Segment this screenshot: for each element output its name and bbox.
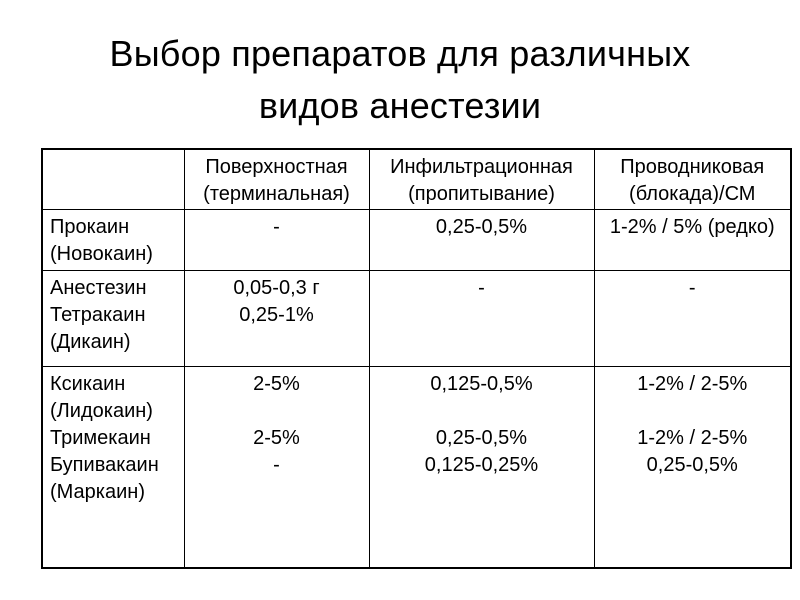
cell-line: Анестезин xyxy=(50,276,147,299)
cell-line: Бупивакаин xyxy=(50,453,159,476)
cell-line: 0,125-0,5% xyxy=(430,372,533,395)
drug-name-cell: Ксикаин (Лидокаин) Тримекаин Бупивакаин (Мар… xyxy=(41,365,185,569)
conduction-anesthesia-cell: - xyxy=(593,269,792,367)
header-cell: Поверхностная (терминальная) xyxy=(183,148,370,210)
conduction-anesthesia-cell: 1-2% / 5% (редко) xyxy=(593,208,792,271)
cell-line: - xyxy=(273,453,280,476)
cell-line: 1-2% / 2-5% xyxy=(637,372,748,395)
cell-line: (пропитывание) xyxy=(408,183,555,205)
cell-line: (Маркаин) xyxy=(50,480,145,503)
cell-line: 1-2% / 5% (редко) xyxy=(609,215,775,238)
cell-line: - xyxy=(688,276,696,299)
cell-line: (Дикаин) xyxy=(50,330,131,353)
infiltration-anesthesia-cell: - xyxy=(368,269,595,367)
cell-line xyxy=(49,154,178,181)
cell-line: Проводниковая xyxy=(620,156,765,178)
cell-line: (блокада)/СМ xyxy=(629,183,756,205)
table-header-row: Поверхностная (терминальная) Инфильтрацион… xyxy=(41,148,792,210)
cell-line: (Лидокаин) xyxy=(50,399,153,422)
cell-line: 2-5% xyxy=(253,426,300,449)
surface-anesthesia-cell: 2-5% 2-5% - xyxy=(183,365,370,569)
cell-line: - xyxy=(478,276,485,299)
infiltration-anesthesia-cell: 0,125-0,5% 0,25-0,5% 0,125-0,25% xyxy=(368,365,595,569)
cell-line: Тетракаин xyxy=(50,303,146,326)
cell-line: 0,05-0,3 г xyxy=(233,276,320,299)
cell-line: 0,25-0,5% xyxy=(646,453,738,476)
cell-line: Ксикаин xyxy=(50,372,126,395)
cell-line xyxy=(191,398,363,425)
title-line: видов анестезии xyxy=(258,85,542,126)
cell-line: 1-2% / 2-5% xyxy=(637,426,748,449)
cell-line xyxy=(601,398,785,425)
cell-line xyxy=(376,398,588,425)
cell-line: (Новокаин) xyxy=(50,242,153,265)
cell-line: Тримекаин xyxy=(50,426,151,449)
cell-line: - xyxy=(273,215,280,238)
table-head: Поверхностная (терминальная) Инфильтрацион… xyxy=(41,148,792,210)
cell-line: 0,25-1% xyxy=(239,303,314,326)
header-cell xyxy=(41,148,185,210)
title-line: Выбор препаратов для различных xyxy=(109,33,691,74)
surface-anesthesia-cell: 0,05-0,3 г 0,25-1% xyxy=(183,269,370,367)
drug-name-cell: Анестезин Тетракаин (Дикаин) xyxy=(41,269,185,367)
table-row: Анестезин Тетракаин (Дикаин) 0,05-0,3 г 0,25… xyxy=(41,269,792,367)
surface-anesthesia-cell: - xyxy=(183,208,370,271)
slide-title: Выбор препаратов для различных видов анес… xyxy=(0,28,800,132)
table-row: Прокаин (Новокаин) - 0,25-0,5% 1-2% / 5% (ре… xyxy=(41,208,792,271)
table-body: Прокаин (Новокаин) - 0,25-0,5% 1-2% / 5% (ре… xyxy=(41,208,792,569)
table-row: Ксикаин (Лидокаин) Тримекаин Бупивакаин (Мар… xyxy=(41,365,792,569)
anesthesia-drug-table: Поверхностная (терминальная) Инфильтрацион… xyxy=(41,148,792,569)
cell-line: Инфильтрационная xyxy=(390,156,573,178)
cell-line: Поверхностная xyxy=(205,156,348,178)
header-cell: Проводниковая (блокада)/СМ xyxy=(593,148,792,210)
drug-name-cell: Прокаин (Новокаин) xyxy=(41,208,185,271)
cell-line: 0,125-0,25% xyxy=(424,453,539,476)
header-cell: Инфильтрационная (пропитывание) xyxy=(368,148,595,210)
conduction-anesthesia-cell: 1-2% / 2-5% 1-2% / 2-5% 0,25-0,5% xyxy=(593,365,792,569)
cell-line: 0,25-0,5% xyxy=(435,426,528,449)
cell-line: 0,25-0,5% xyxy=(435,215,528,238)
cell-line: (терминальная) xyxy=(203,183,350,205)
infiltration-anesthesia-cell: 0,25-0,5% xyxy=(368,208,595,271)
cell-line: 2-5% xyxy=(253,372,300,395)
cell-line: Прокаин xyxy=(50,215,130,238)
